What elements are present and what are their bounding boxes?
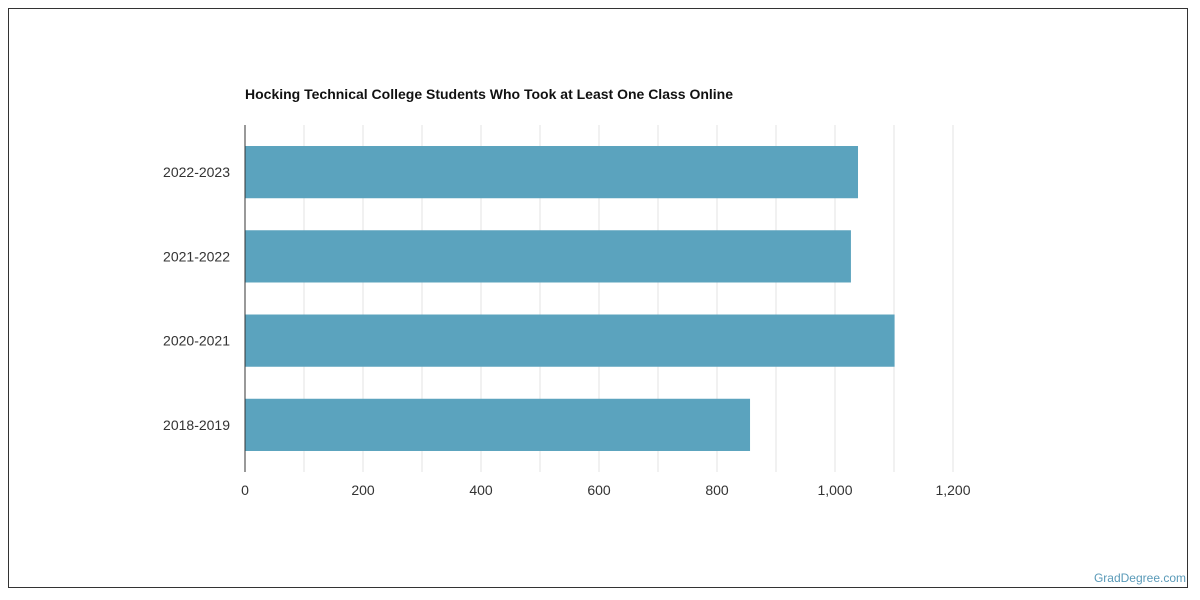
y-tick-label: 2020-2021 <box>163 333 230 349</box>
x-tick-label: 1,200 <box>935 482 970 498</box>
x-tick-label: 200 <box>351 482 375 498</box>
x-tick-label: 1,000 <box>817 482 852 498</box>
y-tick-label: 2022-2023 <box>163 164 230 180</box>
bar-2018-2019 <box>245 398 751 451</box>
bar-2021-2022 <box>245 230 851 283</box>
y-tick-label: 2021-2022 <box>163 248 230 264</box>
chart-title: Hocking Technical College Students Who T… <box>245 86 734 102</box>
x-tick-label: 600 <box>587 482 611 498</box>
x-tick-label: 0 <box>241 482 249 498</box>
x-tick-label: 400 <box>469 482 493 498</box>
y-tick-label: 2018-2019 <box>163 417 230 433</box>
x-tick-label: 800 <box>705 482 729 498</box>
bar-2020-2021 <box>245 314 895 367</box>
watermark-link[interactable]: GradDegree.com <box>1093 571 1186 585</box>
chart-frame <box>8 8 1188 588</box>
bar-2022-2023 <box>245 146 859 199</box>
